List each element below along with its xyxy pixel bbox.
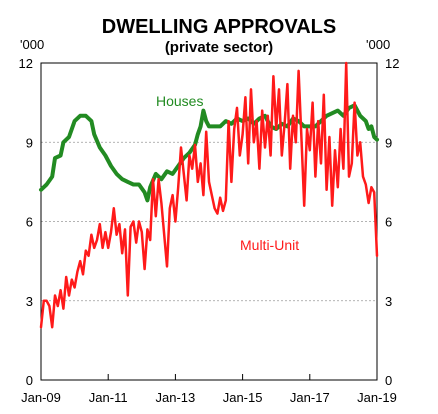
y-tick-label: 9 — [26, 135, 33, 150]
y-tick-label: 0 — [26, 373, 33, 388]
chart-title: DWELLING APPROVALS — [102, 16, 336, 38]
x-axis-labels: Jan-09 Jan-11 Jan-13 Jan-15 Jan-17 Jan-19 — [21, 390, 397, 405]
chart-subtitle: (private sector) — [165, 39, 273, 56]
y-tick-label: 9 — [385, 135, 392, 150]
x-axis-ticks — [40, 374, 378, 380]
x-tick-label: Jan-19 — [357, 390, 397, 405]
y-axis-unit-left: '000 — [20, 37, 44, 52]
y-tick-label: 12 — [385, 56, 399, 71]
y-tick-label: 3 — [385, 294, 392, 309]
x-tick-label: Jan-09 — [21, 390, 61, 405]
y-tick-label: 6 — [26, 215, 33, 230]
houses-series-label: Houses — [156, 93, 203, 109]
y-tick-label: 0 — [385, 373, 392, 388]
x-tick-label: Jan-17 — [290, 390, 330, 405]
y-axis-labels-right: 0 3 6 9 12 — [385, 56, 399, 388]
y-tick-label: 6 — [385, 215, 392, 230]
y-axis-unit-right: '000 — [366, 37, 390, 52]
plot-frame — [40, 62, 378, 381]
y-axis-labels-left: 0 3 6 9 12 — [19, 56, 33, 388]
x-tick-label: Jan-11 — [89, 390, 128, 405]
y-tick-label: 3 — [26, 294, 33, 309]
multi-unit-series-label: Multi-Unit — [240, 237, 299, 253]
y-tick-label: 12 — [19, 56, 33, 71]
multi-unit-series-line — [39, 61, 379, 329]
x-tick-label: Jan-15 — [223, 390, 263, 405]
x-tick-label: Jan-13 — [156, 390, 196, 405]
